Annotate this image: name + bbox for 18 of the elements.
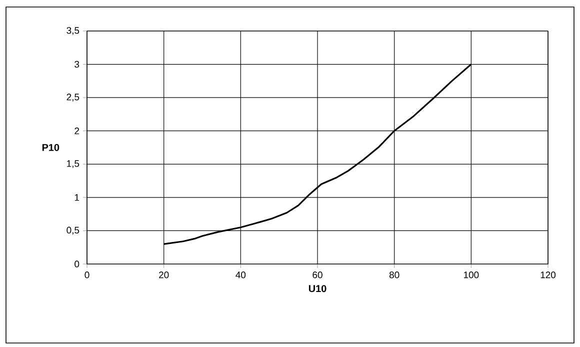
line-series	[163, 63, 472, 245]
y-tick-label: 1,5	[67, 160, 80, 168]
y-tick-label: 1	[74, 194, 80, 201]
y-tick-label: 3	[74, 60, 80, 68]
y-tick-label: 2	[74, 128, 80, 134]
x-tick-label: 80	[389, 272, 400, 278]
y-tick-label: 2,5	[66, 94, 80, 102]
x-axis-title: U10	[308, 285, 326, 292]
y-axis-title: P10	[42, 144, 60, 152]
y-tick-label: 0,5	[66, 226, 80, 235]
x-tick-label: 60	[312, 272, 322, 278]
x-tick-label: 20	[159, 272, 169, 278]
x-tick-label: 100	[464, 272, 479, 278]
x-tick-label: 120	[540, 272, 556, 278]
x-tick-label: 0	[84, 272, 90, 278]
x-tick-label: 40	[236, 272, 246, 278]
y-tick-label: 3,5	[66, 27, 80, 35]
y-tick-label: 0	[74, 260, 80, 268]
